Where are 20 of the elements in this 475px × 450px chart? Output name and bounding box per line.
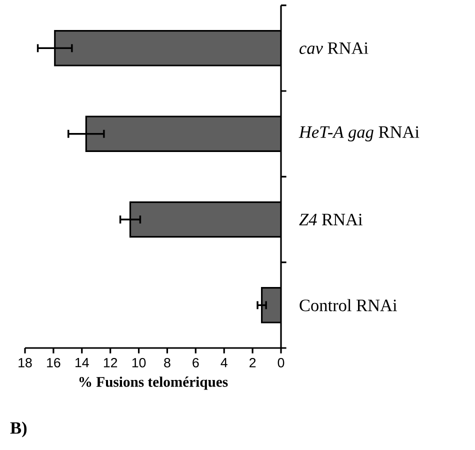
bar [85,116,281,152]
x-axis-title: % Fusions telomériques [79,376,228,390]
x-tick-label: 18 [18,358,32,368]
bar [54,30,281,66]
bar [261,287,281,324]
x-tick-label: 10 [132,358,146,368]
x-tick-label: 4 [220,358,228,368]
text: B) [10,422,27,438]
x-tick-label: 12 [104,358,118,368]
y-tick-label: HeT-A gag RNAi [298,126,420,142]
x-tick-label: 2 [250,358,256,368]
y-tick-label: cav RNAi [300,42,368,54]
x-tick-label: 16 [47,358,60,368]
y-tick-label: Control RNAi [300,299,397,312]
x-tick-label: 0 [278,358,284,368]
x-tick-label: 14 [76,358,89,368]
y-tick-label: Z4 RNAi [299,214,362,226]
bar [129,201,281,238]
x-tick-label: 6 [192,358,199,368]
x-tick-label: 8 [164,358,170,368]
